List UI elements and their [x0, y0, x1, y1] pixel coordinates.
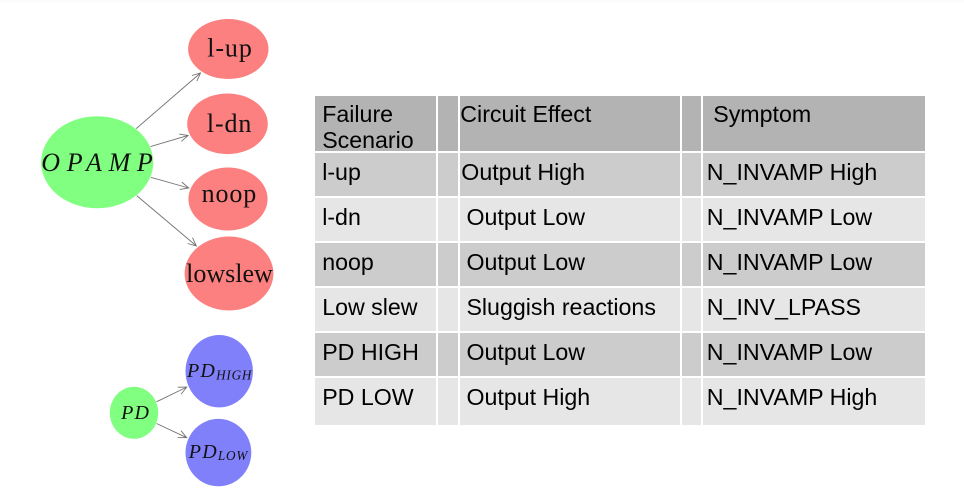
svg-text:PDLOW: PDLOW	[188, 441, 249, 463]
svg-text:PDHIGH: PDHIGH	[186, 360, 253, 382]
svg-text:l-dn: l-dn	[207, 109, 252, 138]
svg-text:l-up: l-up	[207, 33, 252, 62]
svg-text:lowslew: lowslew	[186, 259, 273, 288]
svg-text:PD: PD	[120, 402, 150, 424]
svg-text:OPAMP: OPAMP	[41, 148, 159, 177]
svg-text:noop: noop	[202, 179, 258, 208]
